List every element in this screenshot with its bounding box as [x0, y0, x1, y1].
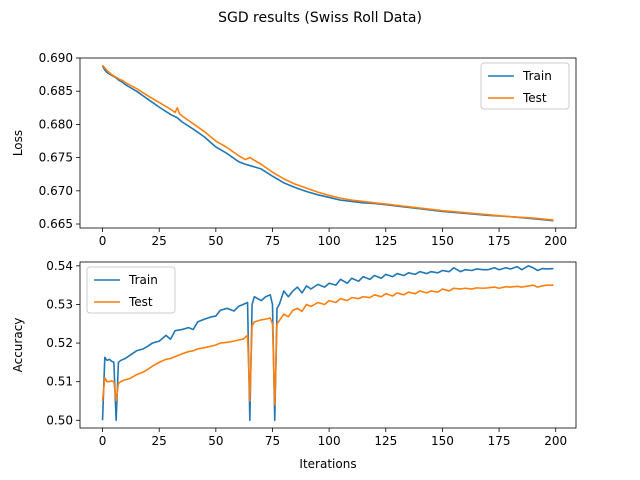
- legend-label-train: Train: [522, 69, 552, 83]
- y-tick-label: 0.685: [39, 84, 73, 98]
- y-axis-label: Loss: [11, 130, 25, 156]
- x-tick-label: 175: [488, 434, 511, 448]
- y-axis-label: Accuracy: [11, 318, 25, 373]
- figure-title: SGD results (Swiss Roll Data): [218, 10, 422, 26]
- x-tick-label: 150: [431, 234, 454, 248]
- x-tick-label: 150: [431, 434, 454, 448]
- loss-chart: 0 25 50 75 100 125 150 175 200 0.665 0.670 0.675 0.6…: [11, 51, 577, 248]
- series-line-test: [101, 284, 554, 406]
- series-line-test: [101, 64, 554, 221]
- accuracy-chart: 0 25 50 75 100 125 150 175 200 0.50 0.51 0.52 0.53 0.…: [11, 259, 577, 471]
- y-tick-label: 0.665: [39, 217, 73, 231]
- x-tick-label: 25: [152, 234, 167, 248]
- x-tick-label: 75: [265, 434, 280, 448]
- y-tick-label: 0.52: [46, 336, 73, 350]
- x-tick-label: 0: [99, 434, 107, 448]
- y-tick-label: 0.51: [46, 375, 73, 389]
- x-tick-label: 175: [488, 234, 511, 248]
- legend-label-train: Train: [128, 273, 158, 287]
- x-tick-label: 50: [208, 234, 223, 248]
- x-tick-label: 200: [544, 234, 567, 248]
- x-tick-label: 100: [318, 234, 341, 248]
- y-tick-label: 0.54: [46, 259, 73, 273]
- y-tick-label: 0.670: [39, 184, 73, 198]
- axes-frame: [79, 57, 577, 229]
- axes-frame: [79, 261, 577, 429]
- x-tick-label: 25: [152, 434, 167, 448]
- x-tick-label: 75: [265, 234, 280, 248]
- y-tick-label: 0.675: [39, 151, 73, 165]
- y-tick-label: 0.690: [39, 51, 73, 65]
- x-tick-label: 100: [318, 434, 341, 448]
- x-tick-label: 200: [544, 434, 567, 448]
- y-tick-label: 0.53: [46, 297, 73, 311]
- x-tick-label: 125: [374, 434, 397, 448]
- x-tick-label: 0: [99, 234, 107, 248]
- legend-label-test: Test: [522, 91, 547, 105]
- y-tick-label: 0.50: [46, 413, 73, 427]
- legend: Train Test: [480, 62, 570, 110]
- legend-label-test: Test: [128, 295, 153, 309]
- x-axis-label: Iterations: [299, 457, 356, 471]
- y-tick-label: 0.680: [39, 117, 73, 131]
- x-tick-label: 50: [208, 434, 223, 448]
- series-line-train: [101, 265, 554, 422]
- legend: Train Test: [86, 266, 176, 314]
- x-tick-label: 125: [374, 234, 397, 248]
